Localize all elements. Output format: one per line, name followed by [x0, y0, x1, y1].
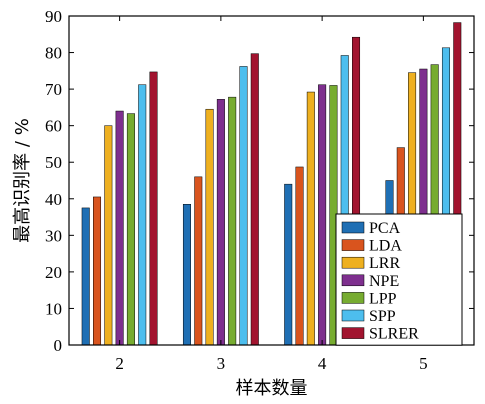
legend-swatch-lrr	[341, 256, 365, 269]
y-tick-label: 30	[45, 226, 62, 245]
bar-lrr-2	[104, 125, 113, 346]
legend-swatch-lda	[341, 239, 365, 251]
bar-npe-2	[115, 110, 124, 346]
legend-swatch-pca	[341, 221, 365, 234]
legend-label-npe: NPE	[369, 273, 399, 290]
bar-lda-3	[194, 176, 203, 346]
bar-slrer-2	[149, 71, 158, 346]
bar-spp-3	[239, 66, 248, 346]
bar-pca-4	[284, 183, 293, 346]
bar-npe-3	[216, 99, 225, 346]
bar-npe-4	[318, 84, 327, 346]
x-tick-label: 4	[318, 354, 327, 373]
bar-pca-2	[81, 207, 90, 346]
bar-pca-3	[182, 204, 191, 346]
x-tick-label: 2	[115, 354, 124, 373]
y-tick-label: 70	[45, 80, 62, 99]
plot-area-frame	[68, 15, 475, 346]
y-tick-label: 90	[45, 7, 62, 26]
bar-lrr-4	[306, 91, 315, 346]
legend-swatch-lpp	[341, 292, 365, 304]
bar-lpp-2	[126, 113, 135, 346]
y-axis-tick-labels: 0 10 20 30 40 50 60 70 80 90	[45, 7, 62, 355]
bar-lda-2	[93, 196, 102, 346]
legend-label-lrr: LRR	[369, 255, 400, 272]
bars-layer	[81, 22, 462, 346]
bar-spp-2	[138, 84, 147, 346]
x-tick-label: 5	[419, 354, 428, 373]
x-axis-tick-labels: 2 3 4 5	[115, 354, 427, 373]
y-axis-label: 最高识别率 / %	[12, 118, 33, 243]
bar-lda-4	[295, 166, 304, 346]
bar-lrr-3	[205, 108, 214, 346]
x-tick-label: 3	[217, 354, 226, 373]
y-tick-label: 10	[45, 299, 62, 318]
y-tick-label: 40	[45, 190, 62, 209]
legend-label-lpp: LPP	[369, 290, 397, 307]
legend-label-lda: LDA	[369, 238, 402, 255]
legend-swatch-slrer	[341, 327, 365, 339]
y-tick-label: 20	[45, 263, 62, 282]
legend-label-slrer: SLRER	[369, 326, 419, 343]
bar-slrer-3	[250, 53, 259, 346]
legend-swatch-npe	[341, 274, 365, 287]
legend-label-pca: PCA	[369, 220, 401, 237]
x-axis-label: 样本数量	[236, 378, 308, 399]
y-tick-label: 50	[45, 153, 62, 172]
y-tick-label: 0	[54, 336, 63, 355]
y-tick-label: 60	[45, 117, 62, 136]
bar-lpp-3	[228, 96, 237, 346]
legend-label-spp: SPP	[369, 308, 396, 325]
legend-swatch-spp	[341, 309, 365, 322]
y-tick-label: 80	[45, 44, 62, 63]
